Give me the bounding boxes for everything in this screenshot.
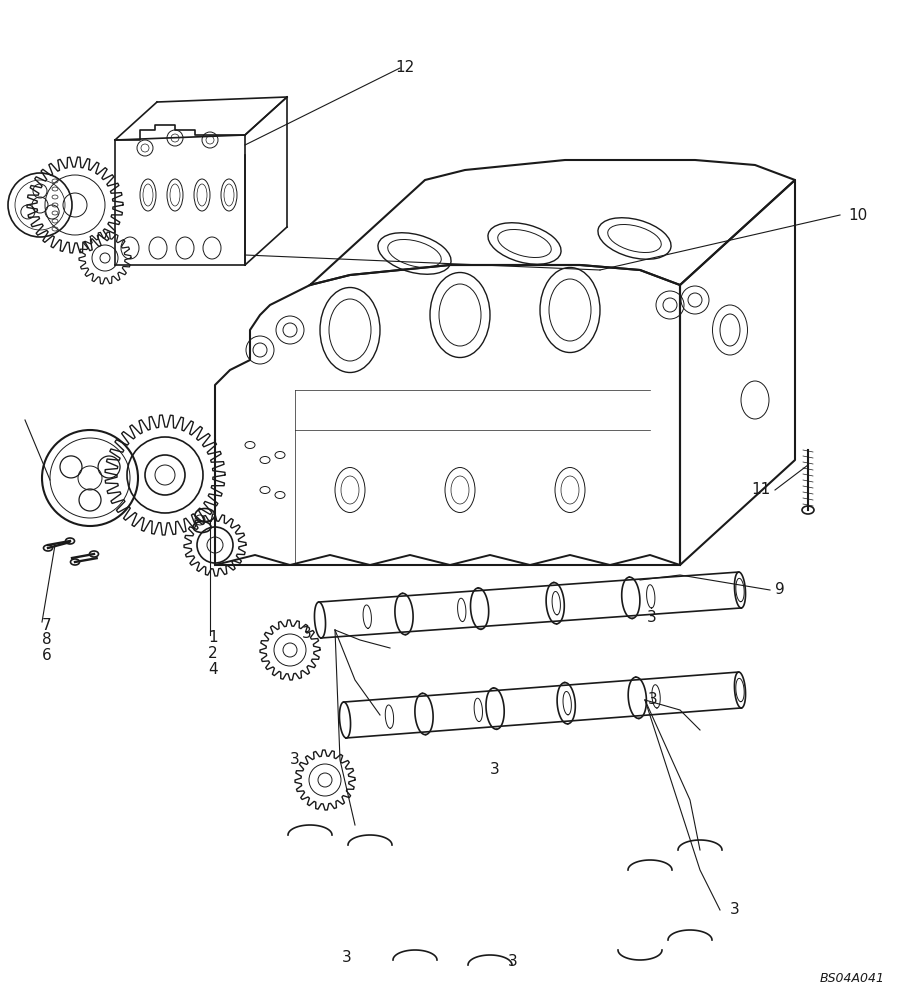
Text: 3: 3 xyxy=(508,954,518,970)
Text: 6: 6 xyxy=(42,648,51,662)
Text: 11: 11 xyxy=(752,483,771,497)
Text: 3: 3 xyxy=(302,626,312,642)
Text: 7: 7 xyxy=(42,617,51,633)
Text: 4: 4 xyxy=(208,662,218,678)
Text: 3: 3 xyxy=(343,950,352,966)
Text: 3: 3 xyxy=(647,610,657,626)
Text: 12: 12 xyxy=(395,60,414,76)
Text: 3: 3 xyxy=(290,752,300,768)
Text: 3: 3 xyxy=(648,692,658,708)
Text: BS04A041: BS04A041 xyxy=(820,972,885,984)
Text: 10: 10 xyxy=(848,208,867,223)
Text: 2: 2 xyxy=(208,647,218,662)
Text: 9: 9 xyxy=(775,582,785,597)
Text: 3: 3 xyxy=(730,902,740,918)
Text: 3: 3 xyxy=(490,762,500,778)
Text: 1: 1 xyxy=(208,631,218,646)
Text: 8: 8 xyxy=(42,633,51,648)
